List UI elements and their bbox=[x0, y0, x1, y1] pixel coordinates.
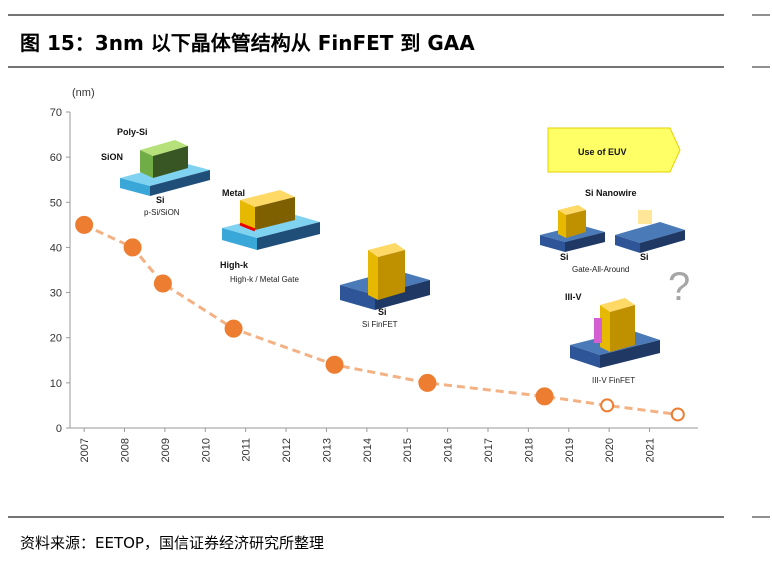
x-tick-label: 2015 bbox=[402, 438, 414, 462]
data-point bbox=[600, 398, 615, 413]
annotation: III-V FinFET bbox=[592, 376, 635, 385]
y-tick-label: 60 bbox=[50, 152, 62, 164]
callout-euv bbox=[547, 127, 681, 173]
x-tick-label: 2018 bbox=[523, 438, 535, 462]
data-point bbox=[670, 407, 685, 422]
illustration-planar bbox=[120, 140, 210, 196]
annotation: Si FinFET bbox=[362, 320, 398, 329]
y-tick-label: 20 bbox=[50, 333, 62, 345]
annotation: High-k / Metal Gate bbox=[230, 275, 299, 284]
annotation: Si bbox=[378, 307, 387, 317]
data-point bbox=[418, 373, 437, 392]
illustration-hkmg bbox=[222, 190, 320, 250]
data-point bbox=[123, 238, 142, 257]
x-tick-label: 2007 bbox=[79, 438, 91, 462]
y-tick-label: 30 bbox=[50, 288, 62, 300]
annotation: Si bbox=[640, 252, 649, 262]
y-tick-label: 0 bbox=[56, 423, 62, 435]
annotation: Gate-All-Around bbox=[572, 265, 629, 274]
x-tick-label: 2019 bbox=[564, 438, 576, 462]
y-tick-label: 50 bbox=[50, 197, 62, 209]
x-tick-label: 2020 bbox=[604, 438, 616, 462]
annotation: Si bbox=[560, 252, 569, 262]
annotation: ? bbox=[668, 265, 690, 309]
x-tick-label: 2012 bbox=[281, 438, 293, 462]
annotation: p-Si/SiON bbox=[144, 208, 180, 217]
y-tick-label: 10 bbox=[50, 378, 62, 390]
illustration-gaa bbox=[540, 205, 685, 253]
x-tick-label: 2017 bbox=[483, 438, 495, 462]
annotation: Poly-Si bbox=[117, 127, 148, 137]
data-point bbox=[325, 355, 344, 374]
x-tick-label: 2010 bbox=[200, 438, 212, 462]
x-tick-label: 2014 bbox=[362, 438, 374, 462]
illustration-iiiv bbox=[570, 298, 660, 368]
illustration-finfet bbox=[340, 243, 430, 310]
x-tick-label: 2016 bbox=[443, 438, 455, 462]
annotation: Metal bbox=[222, 188, 245, 198]
x-tick-label: 2009 bbox=[160, 438, 172, 462]
annotation: SiON bbox=[101, 152, 123, 162]
x-tick-label: 2011 bbox=[241, 438, 253, 462]
x-tick-label: 2021 bbox=[645, 438, 657, 462]
annotation: Si bbox=[156, 195, 165, 205]
annotation: High-k bbox=[220, 260, 249, 270]
title: 图 15：3nm 以下晶体管结构从 FinFET 到 GAA bbox=[20, 31, 475, 55]
data-point bbox=[75, 215, 94, 234]
x-tick-label: 2013 bbox=[321, 438, 333, 462]
y-tick-label: 40 bbox=[50, 242, 62, 254]
y-unit: (nm) bbox=[72, 87, 95, 99]
annotation: Use of EUV bbox=[578, 147, 627, 157]
data-point bbox=[153, 274, 172, 293]
x-tick-label: 2008 bbox=[120, 438, 132, 462]
y-tick-label: 70 bbox=[50, 107, 62, 119]
data-point bbox=[535, 387, 554, 406]
source: 资料来源：EETOP，国信证券经济研究所整理 bbox=[20, 534, 324, 552]
data-point bbox=[224, 319, 243, 338]
annotation: III-V bbox=[565, 292, 582, 302]
annotation: Si Nanowire bbox=[585, 188, 637, 198]
